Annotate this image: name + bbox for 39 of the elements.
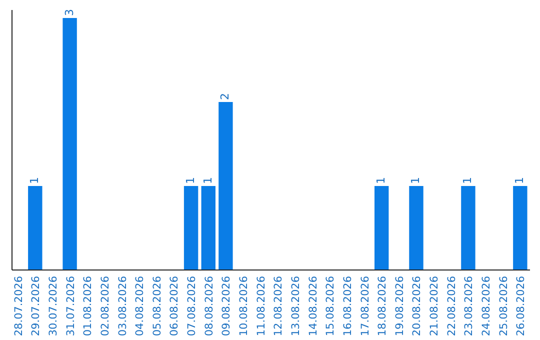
data-label: 1 (461, 177, 474, 184)
x-tick-label: 30.07.2026 (47, 276, 60, 336)
x-tick-label: 12.08.2026 (272, 276, 285, 336)
x-tick-label: 22.08.2026 (446, 276, 458, 336)
x-tick-label: 31.07.2026 (64, 276, 77, 336)
data-label: 1 (374, 177, 388, 184)
x-tick-label: 28.07.2026 (12, 276, 25, 336)
x-tick-label: 11.08.2026 (255, 276, 268, 336)
x-tick-label: 09.08.2026 (220, 276, 233, 336)
x-tick-label: 19.08.2026 (394, 276, 406, 336)
x-tick-label: 23.08.2026 (463, 276, 476, 336)
x-tick-label: 17.08.2026 (359, 276, 372, 336)
x-tick-label: 05.08.2026 (151, 276, 164, 336)
data-label: 1 (28, 177, 42, 184)
x-tick-label: 20.08.2026 (411, 276, 424, 336)
x-tick-label: 03.08.2026 (116, 276, 129, 336)
x-tick-label: 13.08.2026 (290, 276, 302, 336)
data-label: 1 (184, 177, 198, 184)
data-label: 3 (62, 9, 76, 16)
x-tick-label: 08.08.2026 (203, 276, 216, 336)
x-tick-label: 26.08.2026 (515, 276, 528, 336)
data-label: 1 (409, 177, 422, 184)
data-label: 2 (218, 93, 232, 100)
x-tick-label: 21.08.2026 (428, 276, 441, 336)
x-tick-label: 18.08.2026 (376, 276, 389, 336)
x-tick-label: 06.08.2026 (168, 276, 181, 336)
x-tick-label: 15.08.2026 (324, 276, 337, 336)
x-tick-label: 25.08.2026 (498, 276, 510, 336)
x-tick-label: 02.08.2026 (99, 276, 112, 336)
x-tick-label: 16.08.2026 (342, 276, 354, 336)
x-tick-label: 04.08.2026 (134, 276, 146, 336)
x-tick-label: 01.08.2026 (82, 276, 94, 336)
x-tick-label: 10.08.2026 (238, 276, 250, 336)
data-label: 1 (513, 177, 526, 184)
x-tick-label: 14.08.2026 (307, 276, 320, 336)
data-label: 1 (201, 177, 214, 184)
x-tick-label: 24.08.2026 (480, 276, 493, 336)
x-tick-label: 29.07.2026 (30, 276, 42, 336)
x-tick-label: 07.08.2026 (186, 276, 198, 336)
